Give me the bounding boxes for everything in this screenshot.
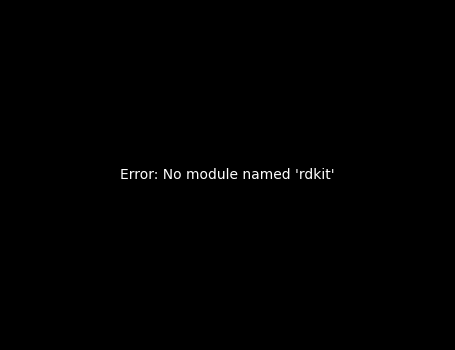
Text: Error: No module named 'rdkit': Error: No module named 'rdkit' [120,168,335,182]
